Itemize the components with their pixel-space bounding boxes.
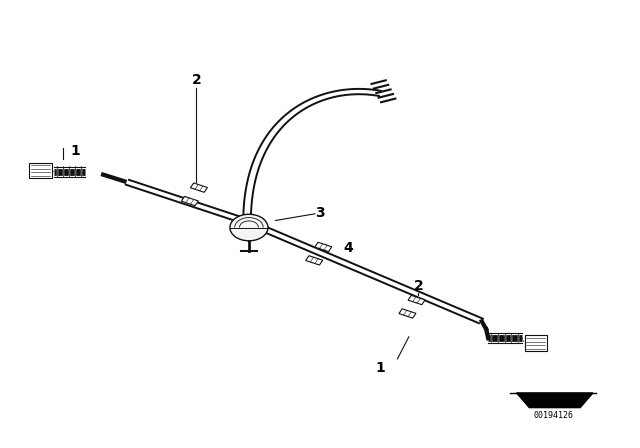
Text: 00194126: 00194126 [534,411,573,420]
Text: 1: 1 [376,361,385,375]
Polygon shape [29,163,52,178]
Text: 2: 2 [191,73,201,87]
Text: 4: 4 [344,241,353,255]
Polygon shape [525,336,547,351]
Text: 2: 2 [413,279,423,293]
Text: 3: 3 [315,206,325,220]
Text: 1: 1 [71,144,81,158]
Polygon shape [306,256,323,265]
Polygon shape [181,196,198,206]
Polygon shape [191,183,207,192]
Polygon shape [516,393,593,408]
Polygon shape [408,295,425,305]
Circle shape [230,214,268,241]
Polygon shape [315,242,332,252]
Polygon shape [399,309,416,318]
